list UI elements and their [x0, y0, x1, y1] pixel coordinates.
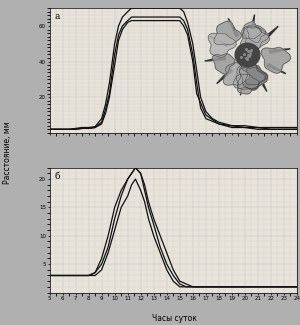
Text: Расстояние, мм: Расстояние, мм [3, 122, 12, 184]
Text: б: б [55, 172, 60, 180]
Text: Часы суток: Часы суток [152, 314, 196, 323]
Text: а: а [55, 12, 60, 21]
